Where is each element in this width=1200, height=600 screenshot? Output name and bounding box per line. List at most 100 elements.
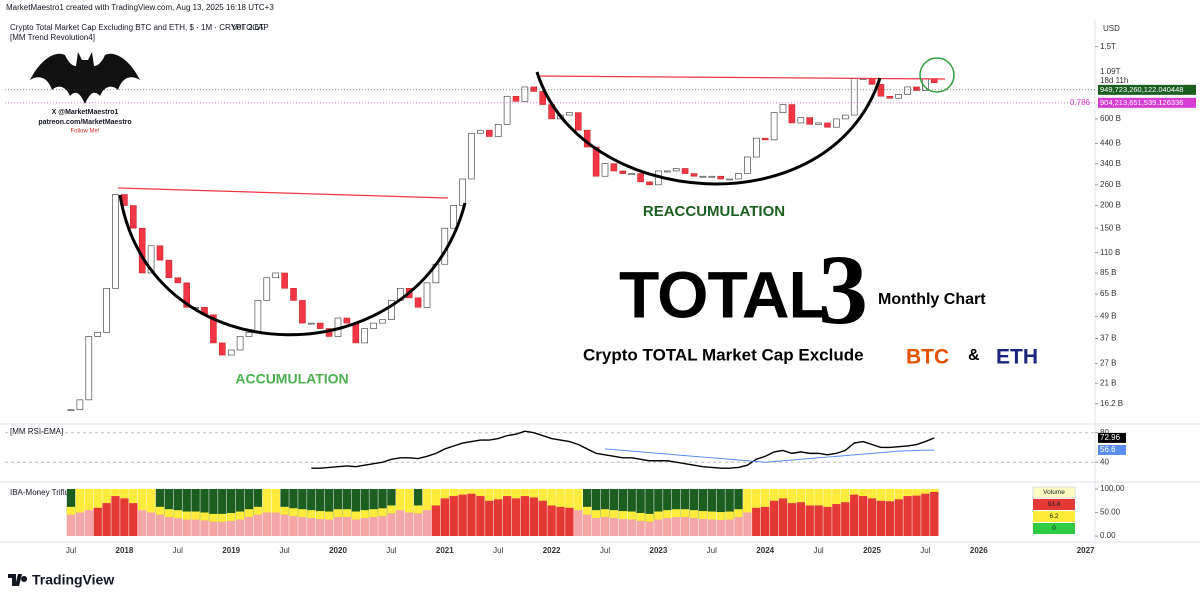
bar	[529, 497, 538, 536]
bar-band	[556, 498, 565, 507]
bar-band	[520, 489, 530, 497]
y-tick-label: 16.2 B	[1100, 399, 1123, 408]
bar-rest	[298, 489, 307, 518]
bar	[93, 507, 102, 536]
candle	[521, 86, 529, 102]
bar-band	[351, 511, 360, 520]
bar-band	[814, 497, 823, 506]
bar-rest	[378, 489, 387, 517]
bar-band	[244, 509, 254, 518]
candle	[708, 175, 716, 178]
candle	[868, 78, 876, 85]
candle	[388, 300, 395, 320]
bar-band	[858, 489, 868, 497]
bar-band	[369, 509, 378, 518]
bar-rest	[146, 489, 156, 513]
candle	[681, 168, 689, 174]
bar-band	[511, 490, 521, 499]
x-tick-label: Jul	[386, 546, 396, 555]
candle	[477, 129, 484, 134]
candle	[779, 104, 787, 113]
x-tick-label: 2018	[116, 546, 134, 555]
bar-rest	[369, 489, 378, 518]
bar-rest	[218, 489, 227, 522]
resistance-line	[536, 75, 946, 80]
bar	[921, 493, 930, 536]
x-tick-label: 2023	[650, 546, 668, 555]
candle	[272, 272, 280, 279]
logo-bat	[30, 52, 140, 104]
bar	[413, 513, 423, 536]
bar-band	[850, 489, 859, 495]
bar	[894, 499, 903, 536]
bar	[547, 505, 556, 536]
bar-band	[734, 509, 743, 518]
pane-title: IBA-Money Triflux	[10, 488, 73, 497]
bar-band	[778, 490, 788, 499]
bar	[84, 510, 93, 536]
candle	[156, 245, 164, 261]
bar	[645, 521, 654, 536]
bar	[164, 517, 174, 536]
bar-band	[182, 511, 191, 520]
bar	[814, 505, 823, 536]
bar-band	[93, 499, 102, 508]
bar-rest	[84, 489, 93, 511]
candle	[263, 277, 271, 301]
reaccumulation-label: REACCUMULATION	[643, 203, 785, 220]
last-price: 1.09T	[1100, 67, 1121, 76]
bar	[627, 519, 636, 536]
y-tick-label: 85 B	[1100, 268, 1116, 277]
subtitle: Crypto TOTAL Market Cap Exclude	[583, 345, 864, 364]
bar-band	[431, 497, 441, 506]
bar-band	[307, 510, 316, 519]
bar	[654, 519, 663, 536]
y-tick-label: 1.5T	[1100, 42, 1116, 51]
candle	[379, 319, 386, 324]
candle	[717, 175, 725, 180]
bar	[511, 498, 521, 536]
bar-rest	[244, 489, 254, 518]
bar	[369, 517, 378, 536]
bar-band	[138, 502, 147, 511]
bar-band	[209, 513, 218, 522]
x-tick-label: Jul	[920, 546, 930, 555]
bar	[556, 506, 565, 536]
bar-band	[707, 511, 716, 520]
bar	[787, 503, 797, 536]
bar	[262, 512, 271, 536]
x-tick-label: 2024	[756, 546, 774, 555]
bar	[253, 514, 263, 536]
bar	[235, 519, 245, 536]
y-tick-label: 200 B	[1100, 201, 1121, 210]
bar	[244, 517, 254, 536]
legend-swatch	[1033, 523, 1075, 534]
bar	[583, 514, 592, 536]
bar-rest	[689, 489, 699, 519]
candle	[236, 336, 244, 351]
bar-rest	[280, 489, 289, 515]
candle	[770, 112, 778, 141]
bar	[850, 494, 859, 536]
bar	[663, 518, 672, 536]
bar-band	[885, 493, 894, 502]
bar	[191, 519, 200, 536]
bar-band	[66, 506, 76, 515]
bar	[574, 510, 583, 536]
candle	[254, 300, 262, 333]
x-tick-label: 2021	[436, 546, 454, 555]
legend-header-bg	[1032, 486, 1076, 499]
cup-curve	[118, 194, 467, 337]
bar-rest	[333, 489, 343, 518]
bar-band	[832, 496, 841, 505]
bar	[218, 521, 227, 536]
bar	[351, 519, 360, 536]
bar-band	[262, 504, 271, 513]
bar-band	[680, 509, 690, 518]
x-tick-label: Jul	[279, 546, 289, 555]
bar	[725, 519, 734, 536]
candle	[316, 322, 324, 329]
bar	[832, 504, 841, 536]
x-tick-label: 2027	[1077, 546, 1095, 555]
